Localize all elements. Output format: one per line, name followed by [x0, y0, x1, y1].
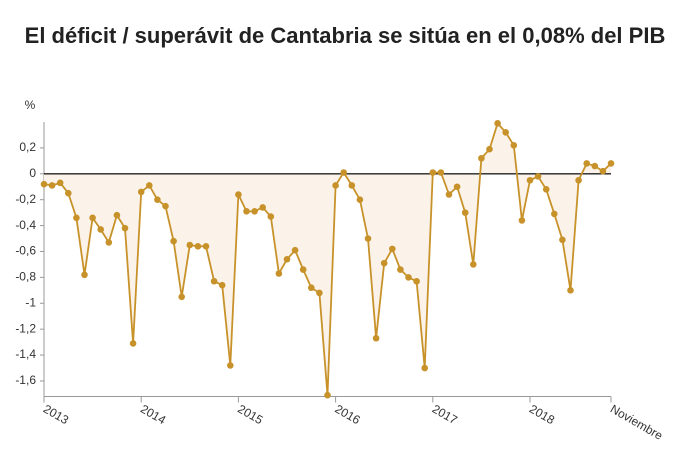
point [478, 154, 485, 162]
y-tick-label: -1,6 [15, 373, 36, 387]
point [461, 209, 469, 216]
point [40, 180, 48, 188]
point [65, 189, 72, 197]
point [542, 186, 550, 193]
x-tick-label: 2017 [430, 402, 460, 428]
point [218, 281, 226, 289]
point [162, 202, 169, 210]
point [599, 167, 607, 175]
point [405, 274, 412, 281]
point [73, 214, 80, 222]
point [324, 391, 331, 399]
point [486, 145, 493, 153]
point [380, 259, 388, 267]
y-tick-label: -0,2 [15, 192, 36, 206]
point [48, 182, 56, 189]
y-tick-label: -0,6 [15, 244, 36, 258]
point [299, 266, 307, 273]
point [146, 182, 153, 189]
x-tick-label: 2013 [41, 402, 71, 428]
point [494, 119, 501, 127]
point [186, 241, 194, 249]
x-tick-label: 2015 [235, 402, 265, 428]
y-tick-label: -0,4 [15, 218, 36, 232]
point [194, 243, 202, 250]
chart-title: El déficit / superávit de Cantabria se s… [24, 23, 666, 48]
y-tick-label: -1 [25, 295, 36, 309]
y-tick-label: 0,2 [19, 140, 36, 154]
point [421, 364, 429, 372]
point [291, 246, 299, 254]
point [137, 188, 145, 196]
point [210, 277, 218, 285]
point [453, 183, 461, 191]
point [445, 191, 453, 198]
point [510, 142, 518, 149]
point [259, 204, 267, 211]
point [178, 293, 185, 301]
point [89, 214, 96, 222]
point [413, 277, 420, 285]
point [170, 237, 177, 245]
x-tick-label: 2018 [527, 402, 557, 428]
point [567, 287, 574, 294]
point [235, 191, 242, 198]
point [607, 160, 615, 167]
point [154, 196, 161, 203]
point [372, 334, 380, 342]
point [129, 340, 137, 347]
point [551, 210, 558, 218]
x-tick-label: 2014 [138, 402, 168, 428]
point [113, 211, 121, 219]
point [97, 226, 104, 233]
y-tick-label: -1,4 [15, 347, 36, 361]
point [56, 179, 64, 187]
point [470, 261, 477, 268]
point [502, 129, 510, 136]
y-axis-label: % [25, 98, 36, 112]
point [332, 182, 339, 189]
point [575, 176, 582, 184]
area [44, 123, 611, 396]
point [526, 176, 534, 184]
point [267, 213, 275, 220]
y-tick-label: -0,8 [15, 270, 36, 284]
point [316, 289, 323, 297]
point [591, 162, 599, 170]
point [340, 169, 348, 176]
point [283, 255, 291, 263]
point [348, 182, 356, 189]
point [105, 239, 113, 246]
x-tick-label: 2016 [333, 402, 363, 428]
point [356, 196, 364, 203]
y-tick-label: -1,2 [15, 321, 36, 335]
point [202, 243, 210, 250]
point [437, 169, 445, 176]
point [364, 235, 372, 242]
x-tick-label: Noviembre [608, 402, 666, 443]
point [308, 284, 315, 292]
point [429, 169, 437, 176]
point [583, 160, 590, 167]
point [275, 270, 283, 277]
point [389, 245, 396, 253]
point [397, 266, 404, 273]
point [559, 236, 566, 244]
point [518, 217, 526, 224]
point [227, 362, 234, 369]
point [243, 208, 250, 215]
point [251, 208, 258, 215]
point [81, 271, 88, 279]
y-tick-label: 0 [29, 166, 36, 180]
point [534, 173, 542, 180]
point [121, 224, 129, 232]
